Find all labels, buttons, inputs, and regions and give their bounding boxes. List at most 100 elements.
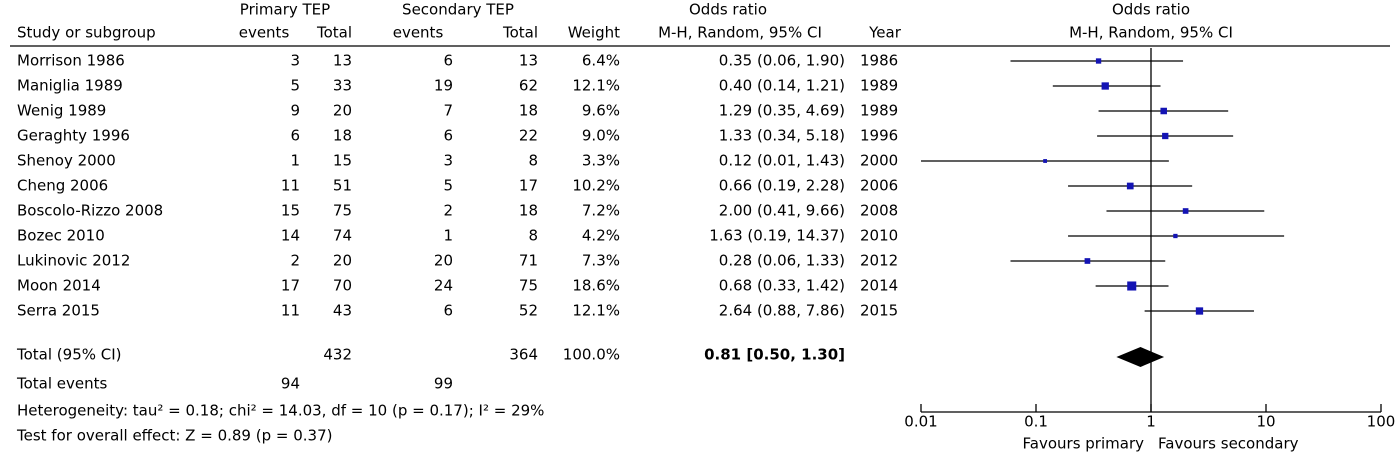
total-header: Total <box>316 24 352 42</box>
events1: 94 <box>281 375 300 393</box>
study-name: Wenig 1989 <box>17 102 106 120</box>
events2: 6 <box>443 127 453 145</box>
total1: 432 <box>323 346 352 364</box>
weight: 7.2% <box>582 202 620 220</box>
study-name: Moon 2014 <box>17 277 101 295</box>
total2: 71 <box>519 252 538 270</box>
x-tick-label: 0.01 <box>904 413 937 431</box>
weight-header: Weight <box>568 24 620 42</box>
total1: 70 <box>333 277 352 295</box>
events1: 11 <box>281 302 300 320</box>
total1: 20 <box>333 102 352 120</box>
weight: 4.2% <box>582 227 620 245</box>
total2: 18 <box>519 102 538 120</box>
total1: 74 <box>333 227 352 245</box>
effect-square <box>1195 307 1204 315</box>
total2: 364 <box>509 346 538 364</box>
effect-square <box>1162 132 1169 140</box>
effect-square <box>1127 281 1137 291</box>
year: 1989 <box>860 77 898 95</box>
x-tick-label: 0.1 <box>1024 413 1048 431</box>
total2: 17 <box>519 177 538 195</box>
plot-title: Odds ratio <box>1112 1 1190 19</box>
study-name: Shenoy 2000 <box>17 152 116 170</box>
ci-label: 2.64 (0.88, 7.86) <box>719 302 845 320</box>
effect-square <box>1101 82 1109 90</box>
ci-label: 0.28 (0.06, 1.33) <box>719 252 845 270</box>
x-label-left: Favours primary <box>1023 435 1145 453</box>
ci-label: 1.33 (0.34, 5.18) <box>719 127 845 145</box>
or-header: Odds ratio <box>689 1 767 19</box>
events1: 3 <box>290 52 300 70</box>
total1: 15 <box>333 152 352 170</box>
ci-label: 0.66 (0.19, 2.28) <box>719 177 845 195</box>
overall-effect: Test for overall effect: Z = 0.89 (p = 0… <box>16 427 332 445</box>
events1: 6 <box>290 127 300 145</box>
weight: 6.4% <box>582 52 620 70</box>
events1: 11 <box>281 177 300 195</box>
effect-square <box>1126 182 1134 190</box>
study-name: Morrison 1986 <box>17 52 125 70</box>
events2: 99 <box>434 375 453 393</box>
x-tick-label: 10 <box>1256 413 1275 431</box>
total2: 8 <box>528 227 538 245</box>
x-tick-label: 100 <box>1367 413 1396 431</box>
ci-label: 0.81 [0.50, 1.30] <box>704 346 845 364</box>
year: 2008 <box>860 202 898 220</box>
heterogeneity: Heterogeneity: tau² = 0.18; chi² = 14.03… <box>17 402 544 420</box>
events2: 20 <box>434 252 453 270</box>
total2: 22 <box>519 127 538 145</box>
total1: 43 <box>333 302 352 320</box>
year: 2000 <box>860 152 898 170</box>
total1: 20 <box>333 252 352 270</box>
total-label: Total (95% CI) <box>16 346 122 364</box>
plot-subtitle: M-H, Random, 95% CI <box>1069 24 1233 42</box>
total1: 75 <box>333 202 352 220</box>
effect-square <box>1095 58 1102 64</box>
events-header: events <box>393 24 444 42</box>
events1: 15 <box>281 202 300 220</box>
events2: 7 <box>443 102 453 120</box>
study-name: Lukinovic 2012 <box>17 252 130 270</box>
study-name: Cheng 2006 <box>17 177 108 195</box>
total2: 62 <box>519 77 538 95</box>
group2-header: Secondary TEP <box>402 1 514 19</box>
events2: 6 <box>443 302 453 320</box>
events2: 2 <box>443 202 453 220</box>
weight: 7.3% <box>582 252 620 270</box>
total2: 8 <box>528 152 538 170</box>
study-name: Geraghty 1996 <box>17 127 130 145</box>
effect-square <box>1182 208 1189 214</box>
study-name: Serra 2015 <box>17 302 100 320</box>
year: 1986 <box>860 52 898 70</box>
or-subheader: M-H, Random, 95% CI <box>658 24 822 42</box>
total2: 75 <box>519 277 538 295</box>
effect-square <box>1043 159 1048 163</box>
events1: 5 <box>290 77 300 95</box>
events1: 2 <box>290 252 300 270</box>
total2: 18 <box>519 202 538 220</box>
ci-label: 0.68 (0.33, 1.42) <box>719 277 845 295</box>
weight: 18.6% <box>572 277 620 295</box>
total1: 33 <box>333 77 352 95</box>
weight: 12.1% <box>572 77 620 95</box>
weight: 12.1% <box>572 302 620 320</box>
weight: 9.0% <box>582 127 620 145</box>
events1: 17 <box>281 277 300 295</box>
events1: 9 <box>290 102 300 120</box>
year: 1996 <box>860 127 898 145</box>
group1-header: Primary TEP <box>240 1 330 19</box>
events2: 24 <box>434 277 453 295</box>
year: 2012 <box>860 252 898 270</box>
total-header: Total <box>502 24 538 42</box>
year: 2015 <box>860 302 898 320</box>
study-name: Maniglia 1989 <box>17 77 123 95</box>
total-events-label: Total events <box>16 375 108 393</box>
year: 2010 <box>860 227 898 245</box>
year: 1989 <box>860 102 898 120</box>
events2: 5 <box>443 177 453 195</box>
total2: 52 <box>519 302 538 320</box>
total1: 18 <box>333 127 352 145</box>
